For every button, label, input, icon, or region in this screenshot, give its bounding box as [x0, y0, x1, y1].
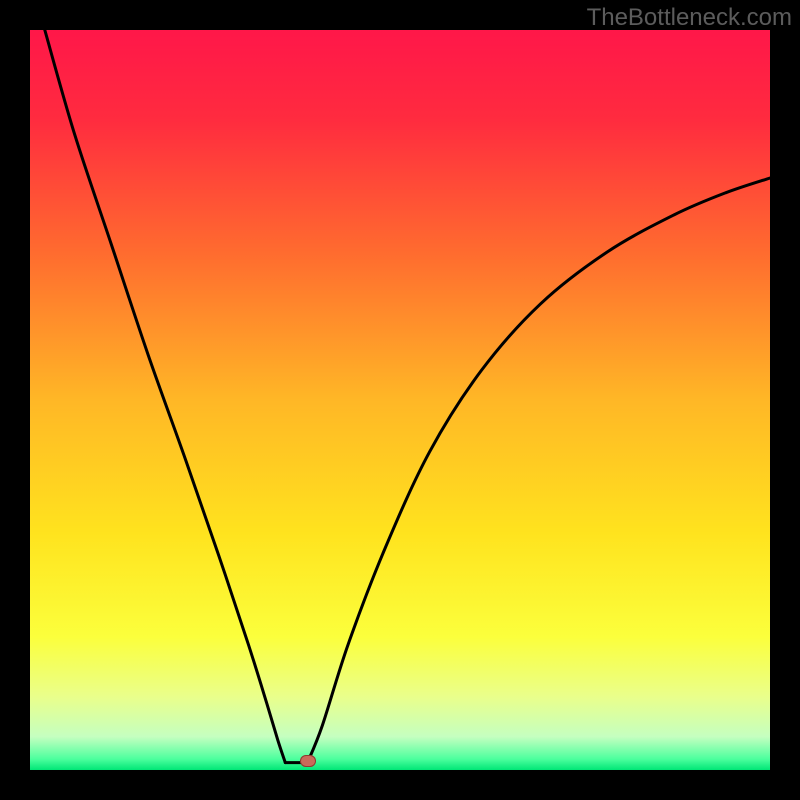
bottleneck-curve	[30, 30, 770, 770]
watermark-text: TheBottleneck.com	[587, 4, 792, 32]
plot-area	[30, 30, 770, 770]
user-position-marker	[300, 755, 316, 767]
chart-root: TheBottleneck.com	[0, 0, 800, 800]
